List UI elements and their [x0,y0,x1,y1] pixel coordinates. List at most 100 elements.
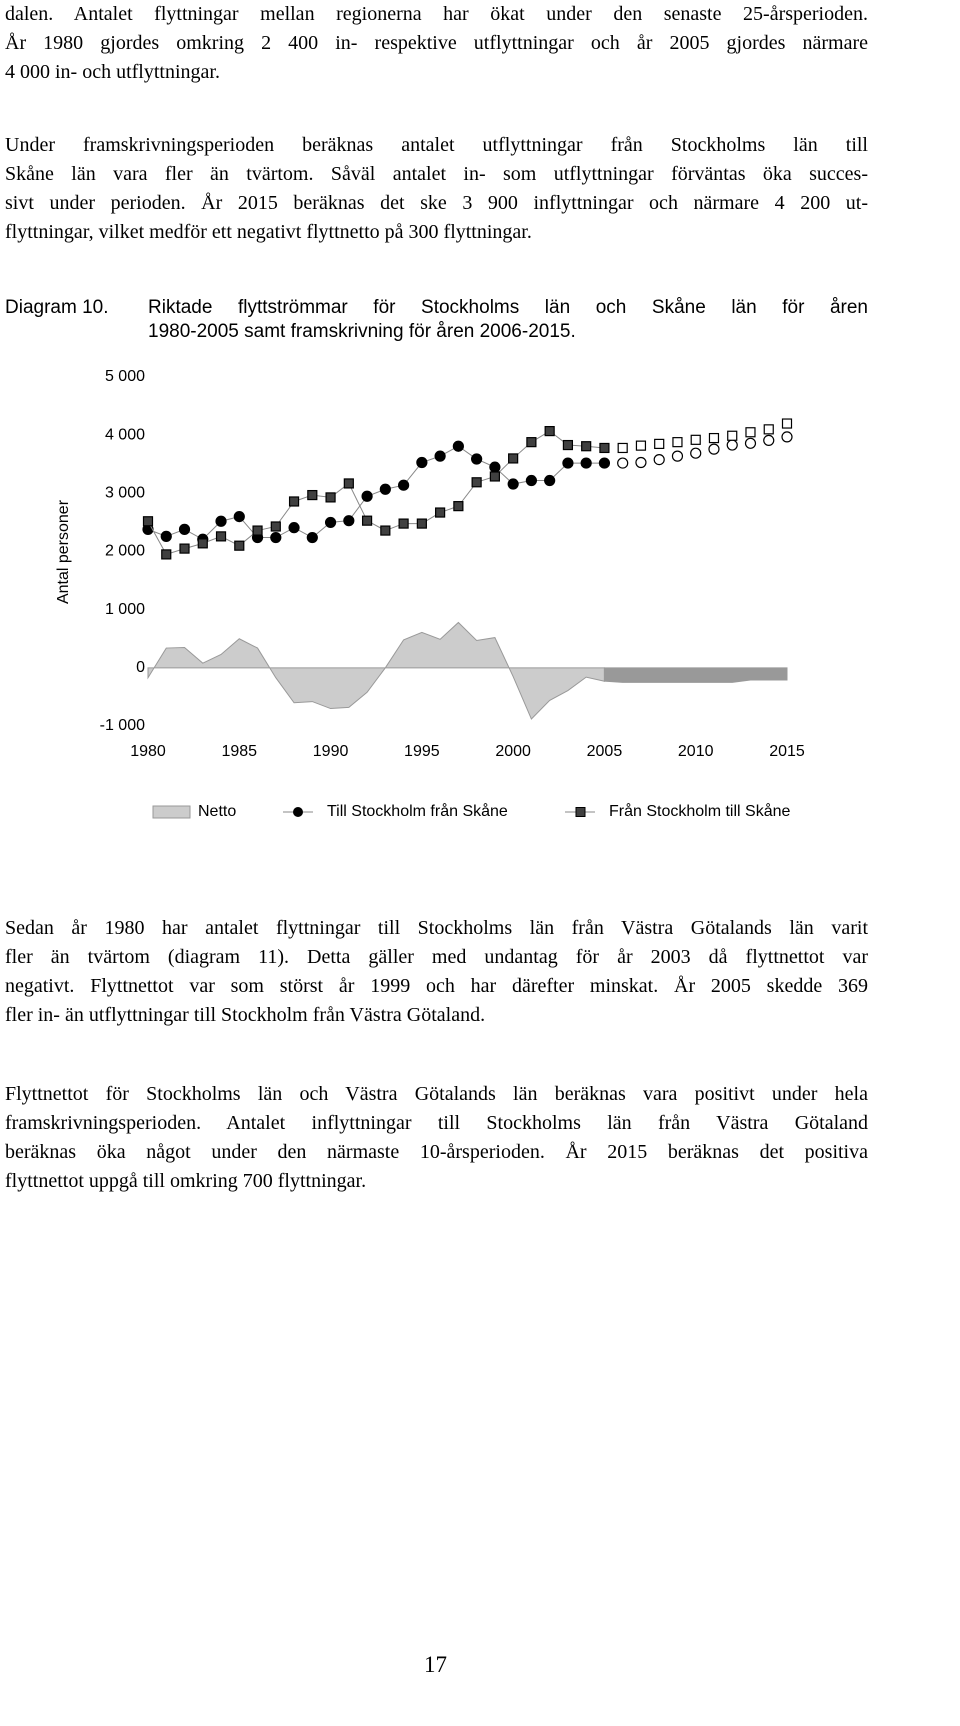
square-marker [562,439,574,451]
circle-marker [160,530,172,542]
square-marker [654,438,665,449]
y-tick-label: 5 000 [105,368,145,385]
square-marker [745,427,756,438]
circle-marker [416,456,428,469]
square-marker [361,515,373,526]
square-marker [343,478,354,489]
circle-marker [671,450,684,462]
square-marker [672,437,683,448]
square-marker [690,434,701,445]
circle-marker [635,456,647,469]
netto-area [147,621,605,720]
square-marker [179,543,190,554]
netto-area-projection [603,667,788,683]
legend-marker [575,807,586,817]
circle-marker [452,440,464,452]
y-tick-label: 3 000 [105,485,145,502]
text-line: flyttnettot uppgå till omkring 700 flytt… [5,1170,367,1192]
square-marker [526,437,537,448]
square-marker [416,518,427,529]
circle-marker [690,447,702,459]
x-tick-label: 1985 [221,743,257,760]
square-marker [380,525,391,536]
square-marker [635,440,647,451]
x-tick-label: 2015 [769,743,805,760]
chart: -1 000 0 1 000 2 000 3 000 4 000 5 000 1980 1985… [55,368,805,820]
text-line: flyttningar, vilket medför ett negativt … [5,221,532,243]
square-marker [252,525,263,536]
circle-marker [324,516,337,529]
circle-marker [781,431,793,443]
circle-marker [598,457,611,469]
square-marker [142,516,154,527]
circle-marker [507,478,519,490]
text-line: dalen. Antalet flyttningar mellan region… [5,3,868,25]
y-tick-label: 0 [136,659,145,676]
circle-marker [489,461,501,473]
text-line: Skåne län vara fler än tvärtom. Såväl an… [5,163,868,185]
circle-marker [398,479,410,491]
square-marker [288,496,300,507]
circle-marker [544,474,556,487]
circle-marker [270,531,282,544]
square-marker [727,430,738,441]
circle-marker [361,490,373,502]
circle-marker [343,515,355,527]
circle-marker [562,457,574,469]
text-line: negativt. Flyttnettot var som störst år … [5,975,868,997]
x-tick-label: 1995 [404,743,440,760]
square-marker [325,492,336,503]
text-line: Under framskrivningsperioden beräknas an… [5,134,868,156]
square-marker [307,489,318,501]
text-line: Sedan år 1980 har antalet flyttningar ti… [5,917,868,939]
square-marker [508,453,519,464]
caption-line: 1980-2005 samt framskrivning för åren 20… [148,321,576,342]
circle-marker [617,457,629,469]
legend-label: Till Stockholm från Skåne [327,802,508,820]
circle-marker [471,453,483,465]
text-line: fler än tvärtom (diagram 11). Detta gäll… [5,946,868,968]
text-line: Flyttnettot för Stockholms län och Västr… [5,1083,868,1105]
square-marker [581,441,592,452]
circle-marker [215,515,227,527]
text-line: sivt under perioden. År 2015 beräknas de… [5,192,868,214]
circle-marker [744,437,757,449]
y-tick-label: 1 000 [105,601,145,618]
square-marker [599,442,610,454]
y-tick-label: 4 000 [105,426,145,443]
circle-marker [306,531,318,544]
y-axis-label: Antal personer [55,499,72,604]
caption-label: Diagram 10. [5,297,109,318]
x-tick-label: 2010 [678,743,714,760]
caption-line: Riktade flyttströmmar för Stockholms län… [148,297,868,318]
legend-swatch [152,805,191,819]
y-tick-label: -1 000 [100,717,145,734]
circle-marker [233,511,245,523]
circle-marker [653,453,665,466]
text-line: 4 000 in- och utflyttningar. [5,61,220,83]
square-marker [197,538,208,549]
legend-label: Netto [198,803,236,820]
square-marker [708,432,720,444]
square-marker [215,531,227,542]
text-line: År 1980 gjordes omkring 2 400 in- respek… [5,32,868,54]
circle-marker [726,439,738,451]
x-tick-label: 1980 [130,743,166,760]
square-marker [234,540,245,551]
square-marker [270,521,281,532]
circle-marker [763,434,775,447]
square-marker [453,501,464,512]
square-marker [781,418,793,429]
square-marker [489,471,500,482]
square-marker [763,424,774,435]
circle-marker [580,457,592,469]
page-number: 17 [424,1652,447,1677]
circle-marker [379,483,391,495]
square-marker [435,507,446,518]
circle-marker [525,474,538,487]
circle-marker [708,443,720,455]
y-tick-label: 2 000 [105,543,145,560]
text-line: framskrivningsperioden. Antalet inflyttn… [5,1112,868,1134]
